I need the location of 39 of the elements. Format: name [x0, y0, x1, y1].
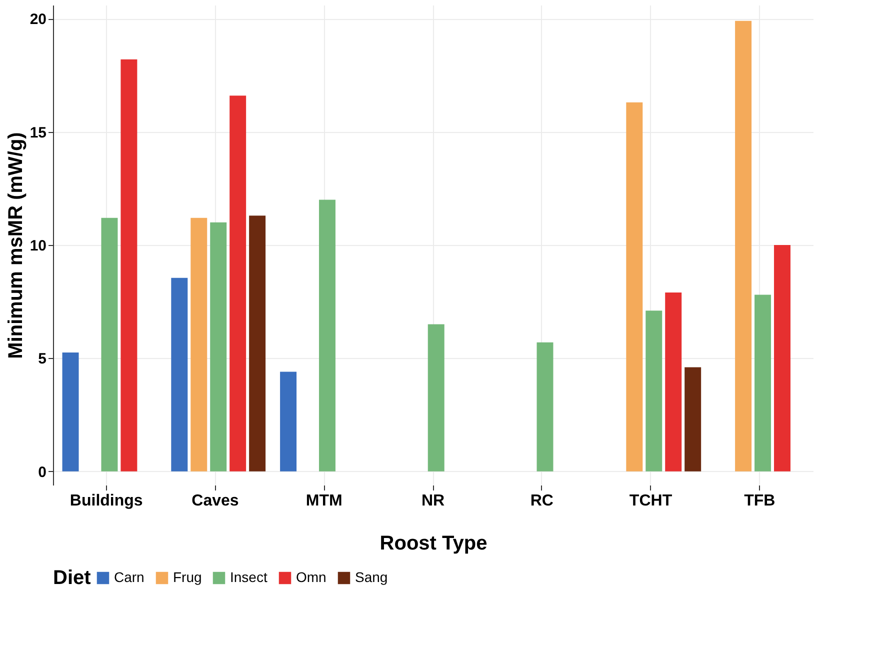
legend-label: Sang [355, 569, 388, 585]
x-tick-label: RC [530, 492, 554, 510]
y-tick-label: 0 [38, 464, 46, 481]
bar [318, 200, 336, 472]
x-tick-label: Buildings [70, 492, 143, 510]
bar [735, 20, 752, 472]
x-tick-label: TCHT [629, 492, 672, 510]
y-tick-label: 20 [30, 11, 46, 28]
y-tick-label: 5 [38, 350, 46, 368]
legend-label: Carn [114, 569, 144, 585]
y-tick-label: 10 [30, 238, 46, 254]
legend-label: Insect [230, 569, 268, 585]
bar [428, 324, 444, 472]
bar [120, 59, 138, 472]
x-tick-label: MTM [306, 492, 342, 510]
x-tick-label: Caves [192, 492, 239, 510]
legend-title: Diet [53, 567, 92, 589]
bar [249, 216, 266, 472]
y-axis-title: Minimum msMR (mW/g) [4, 132, 27, 359]
bar [210, 222, 227, 472]
legend-label: Frug [173, 569, 202, 585]
legend-label: Omn [296, 569, 326, 585]
bar [754, 294, 772, 472]
bar [646, 310, 662, 472]
x-tick-label: TFB [744, 492, 776, 510]
bar [536, 342, 554, 472]
bar [230, 96, 246, 472]
bar [684, 367, 702, 472]
bar [280, 372, 297, 472]
bar [171, 278, 188, 472]
bar [190, 218, 208, 472]
bar [626, 102, 643, 472]
bar [62, 352, 79, 472]
bar [101, 218, 118, 472]
bar [665, 292, 682, 472]
x-axis-title: Roost Type [380, 532, 488, 554]
bar [774, 245, 790, 472]
x-tick-label: NR [421, 492, 445, 510]
y-tick-label: 15 [30, 124, 46, 142]
